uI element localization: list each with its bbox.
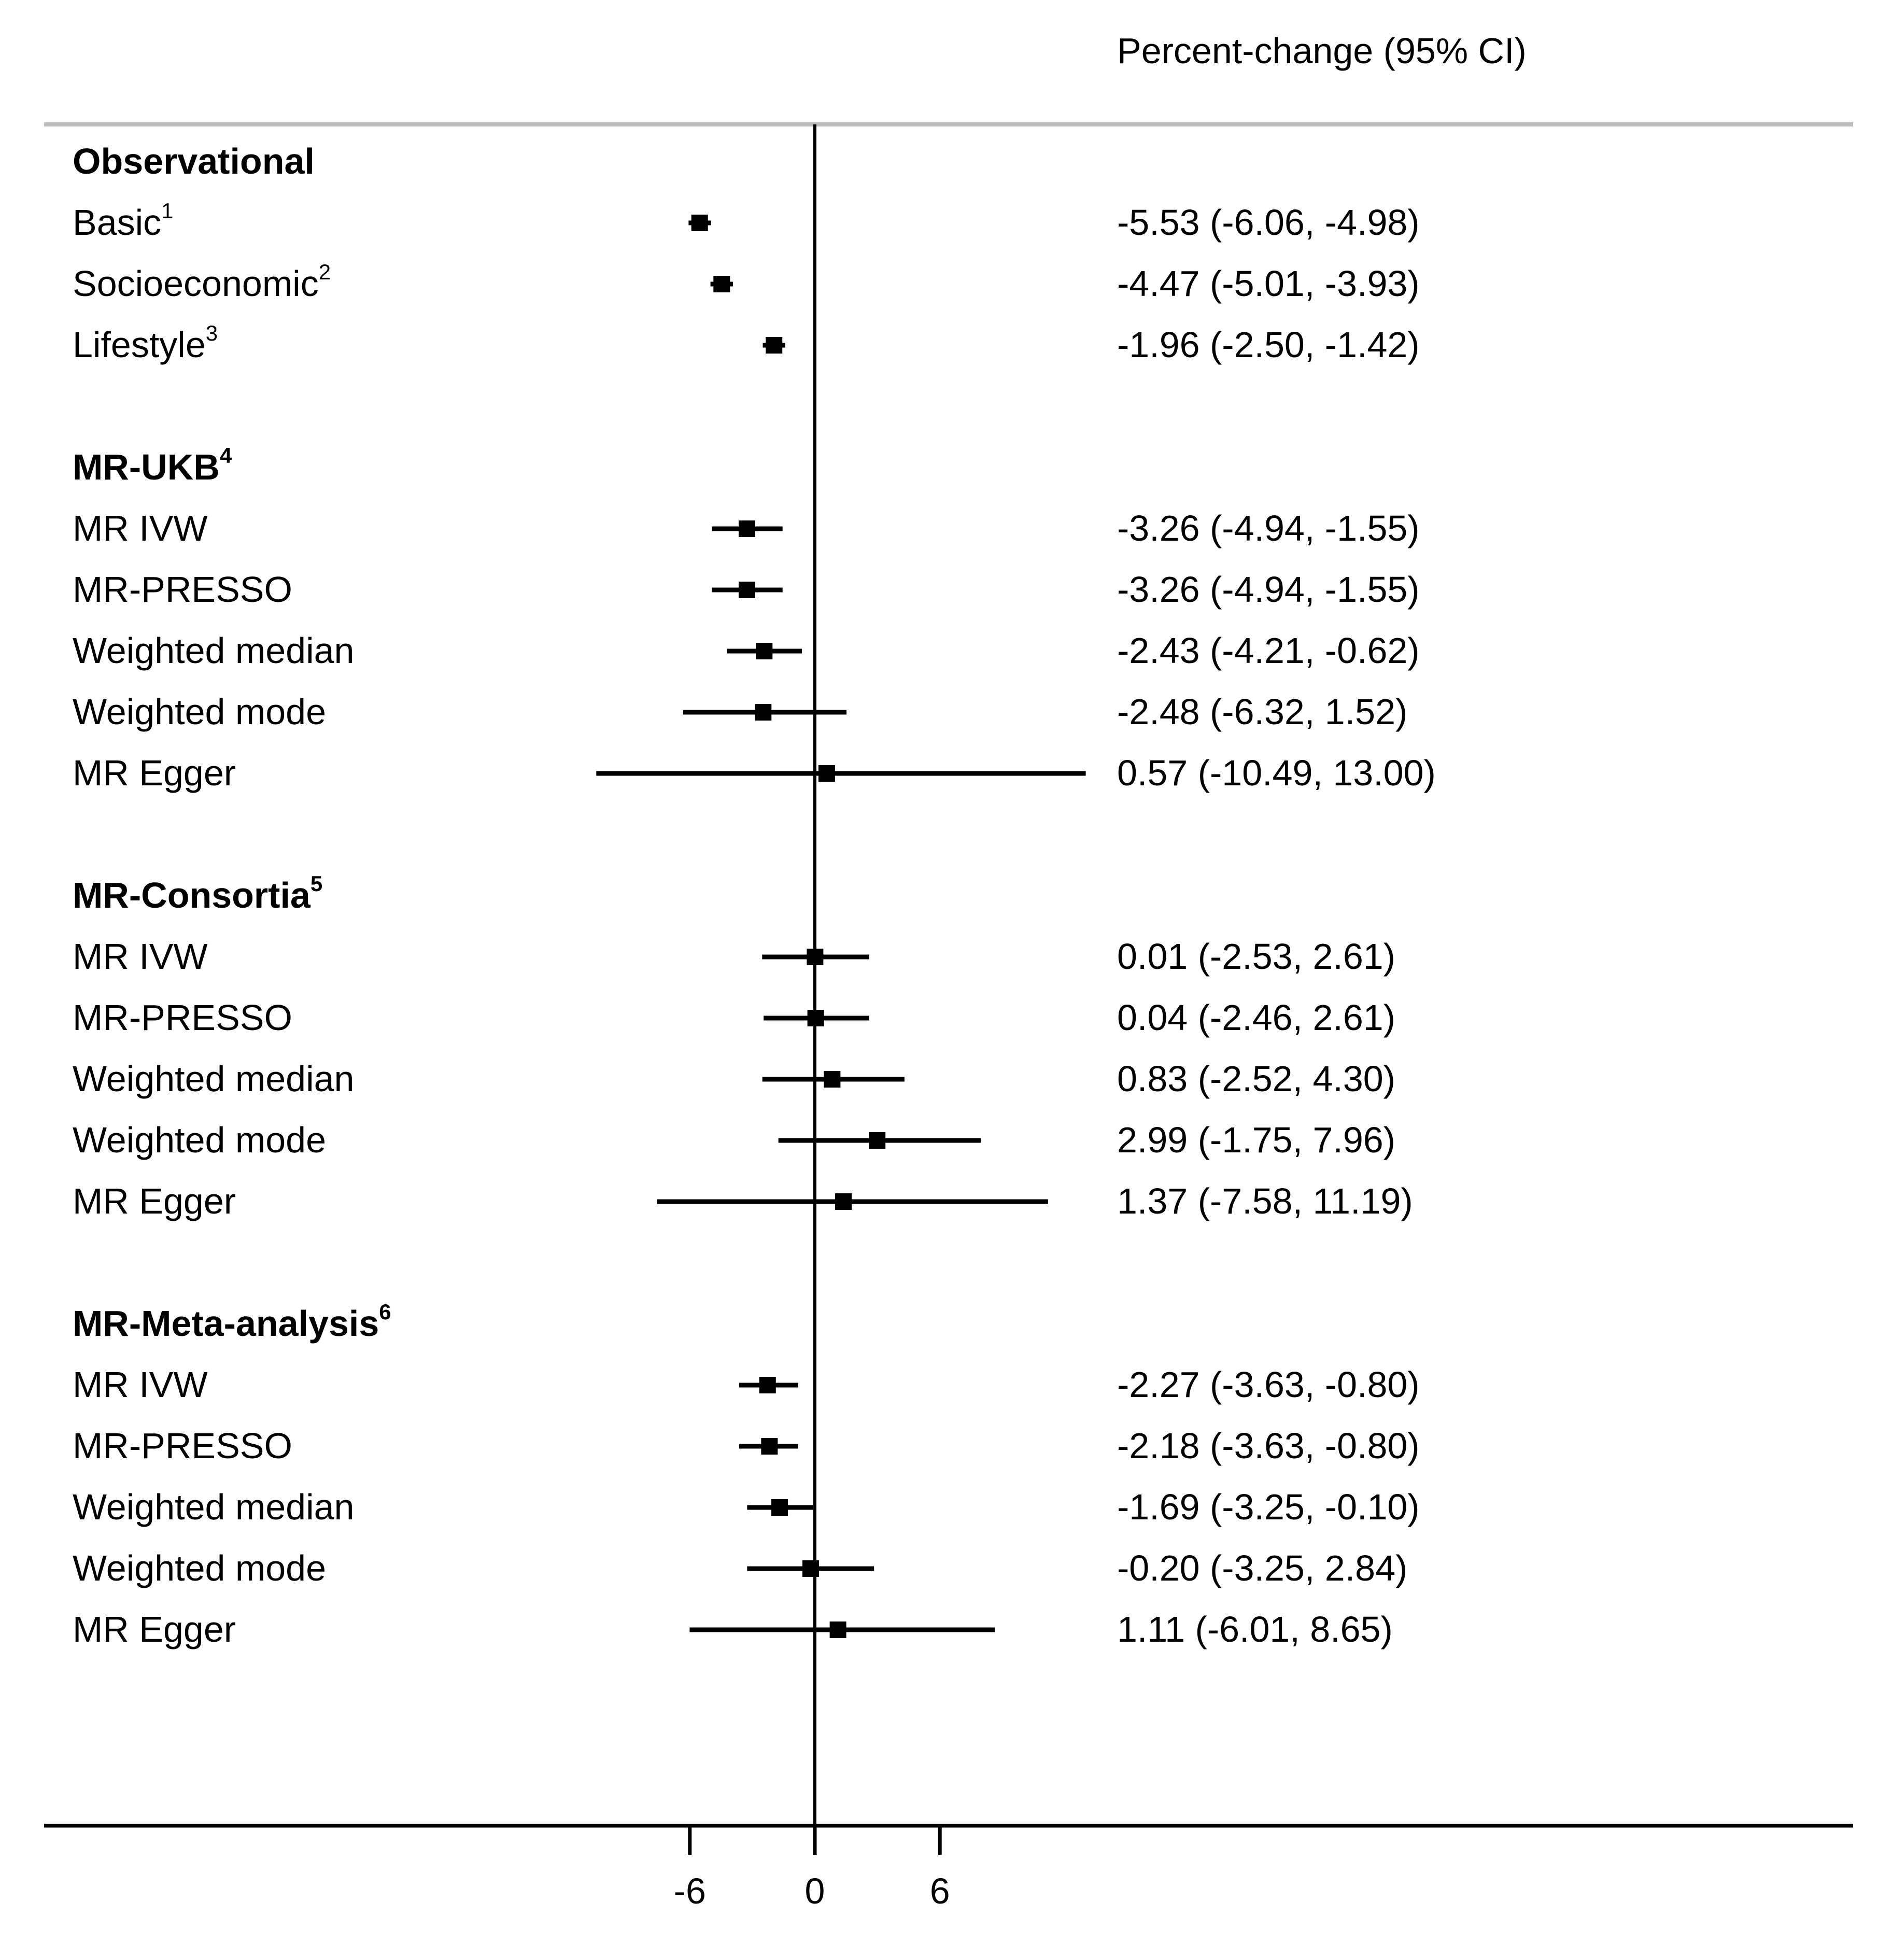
- row-label: MR-PRESSO: [73, 569, 292, 610]
- row-label: MR IVW: [73, 936, 208, 977]
- x-axis-ticks: -6 0 6: [674, 1826, 950, 1911]
- x-tick-label: -6: [674, 1871, 706, 1911]
- row-label-text: MR Egger: [73, 1609, 236, 1649]
- row-estimate-text: -3.26 (-4.94, -1.55): [1117, 508, 1420, 548]
- row-label-text: MR-PRESSO: [73, 997, 292, 1038]
- group-superscript: 6: [379, 1300, 391, 1324]
- group-title: MR-Meta-analysis6: [73, 1300, 391, 1344]
- x-tick-label: 0: [805, 1871, 825, 1911]
- row-estimate-text: -2.43 (-4.21, -0.62): [1117, 630, 1420, 671]
- row-label: MR IVW: [73, 508, 208, 548]
- row-estimate-text: -2.27 (-3.63, -0.80): [1117, 1364, 1420, 1405]
- point-estimate: [759, 1377, 776, 1393]
- point-estimate: [869, 1132, 886, 1149]
- point-estimate: [824, 1071, 841, 1088]
- row-estimate-text: 2.99 (-1.75, 7.96): [1117, 1120, 1395, 1160]
- point-estimate: [738, 520, 755, 537]
- group-title: MR-Consortia5: [73, 871, 322, 915]
- row-estimate-text: -1.96 (-2.50, -1.42): [1117, 325, 1420, 365]
- row-label-text: Socioeconomic: [73, 263, 319, 304]
- row-label: MR-PRESSO: [73, 1426, 292, 1466]
- point-estimate: [713, 276, 730, 292]
- row-label-text: MR IVW: [73, 1364, 208, 1405]
- point-estimate: [755, 704, 772, 721]
- row-superscript: 3: [206, 321, 218, 345]
- row-label: Weighted median: [73, 1059, 355, 1099]
- row-label: Lifestyle3: [73, 321, 218, 365]
- point-estimate: [802, 1560, 819, 1577]
- row-label-text: Lifestyle: [73, 325, 206, 365]
- point-estimate: [818, 765, 835, 782]
- row-estimate-text: 0.83 (-2.52, 4.30): [1117, 1059, 1395, 1099]
- row-estimate-text: -3.26 (-4.94, -1.55): [1117, 569, 1420, 610]
- row-label-text: MR-PRESSO: [73, 569, 292, 610]
- group-title: Observational: [73, 141, 315, 181]
- group-title: MR-UKB4: [73, 443, 232, 487]
- group-name: MR-UKB: [73, 447, 220, 487]
- row-label: MR Egger: [73, 753, 236, 793]
- group-superscript: 5: [310, 871, 322, 896]
- row-label: Socioeconomic2: [73, 260, 331, 304]
- row-label: MR-PRESSO: [73, 997, 292, 1038]
- row-estimate-text: -4.47 (-5.01, -3.93): [1117, 263, 1420, 304]
- row-label-text: Weighted mode: [73, 692, 326, 732]
- row-estimate-text: -2.48 (-6.32, 1.52): [1117, 692, 1407, 732]
- row-label-text: Basic: [73, 202, 161, 243]
- row-superscript: 2: [319, 260, 331, 284]
- row-label-text: Weighted mode: [73, 1120, 326, 1160]
- point-estimate: [829, 1621, 846, 1638]
- row-label-text: Weighted median: [73, 1059, 355, 1099]
- row-estimate-text: -5.53 (-6.06, -4.98): [1117, 202, 1420, 243]
- row-estimate-text: 1.11 (-6.01, 8.65): [1117, 1609, 1393, 1649]
- forest-rows: Observational Basic1 -5.53 (-6.06, -4.98) S…: [73, 141, 1436, 1649]
- row-label-text: Weighted median: [73, 1487, 355, 1527]
- row-label-text: MR IVW: [73, 508, 208, 548]
- row-label-text: MR Egger: [73, 753, 236, 793]
- row-estimate-text: -0.20 (-3.25, 2.84): [1117, 1548, 1407, 1588]
- group-name: MR-Meta-analysis: [73, 1303, 379, 1344]
- row-estimate-text: -2.18 (-3.63, -0.80): [1117, 1426, 1420, 1466]
- row-label-text: Weighted mode: [73, 1548, 326, 1588]
- point-estimate: [761, 1438, 778, 1455]
- point-estimate: [738, 582, 755, 598]
- group-name: Observational: [73, 141, 315, 181]
- row-label-text: MR-PRESSO: [73, 1426, 292, 1466]
- row-label: Weighted mode: [73, 1120, 326, 1160]
- row-label: MR IVW: [73, 1364, 208, 1405]
- column-header: Percent-change (95% CI): [1117, 31, 1527, 71]
- row-label: Weighted mode: [73, 692, 326, 732]
- row-label: Weighted mode: [73, 1548, 326, 1588]
- row-label: MR Egger: [73, 1181, 236, 1221]
- row-estimate-text: 0.57 (-10.49, 13.00): [1117, 753, 1436, 793]
- row-label: Basic1: [73, 199, 174, 243]
- point-estimate: [756, 643, 773, 659]
- x-tick-label: 6: [930, 1871, 950, 1911]
- row-estimate-text: 0.01 (-2.53, 2.61): [1117, 936, 1395, 977]
- point-estimate: [771, 1499, 788, 1516]
- group-name: MR-Consortia: [73, 875, 311, 915]
- row-label: MR Egger: [73, 1609, 236, 1649]
- row-estimate-text: -1.69 (-3.25, -0.10): [1117, 1487, 1420, 1527]
- point-estimate: [807, 949, 824, 965]
- point-estimate: [835, 1193, 852, 1210]
- row-label-text: Weighted median: [73, 630, 355, 671]
- point-estimate: [691, 215, 708, 231]
- point-estimate: [807, 1010, 824, 1026]
- row-label: Weighted median: [73, 1487, 355, 1527]
- row-label-text: MR IVW: [73, 936, 208, 977]
- point-estimate: [766, 337, 783, 354]
- row-superscript: 1: [161, 199, 173, 223]
- group-superscript: 4: [220, 443, 232, 468]
- row-estimate-text: 0.04 (-2.46, 2.61): [1117, 997, 1395, 1038]
- row-label-text: MR Egger: [73, 1181, 236, 1221]
- row-label: Weighted median: [73, 630, 355, 671]
- row-estimate-text: 1.37 (-7.58, 11.19): [1117, 1181, 1413, 1221]
